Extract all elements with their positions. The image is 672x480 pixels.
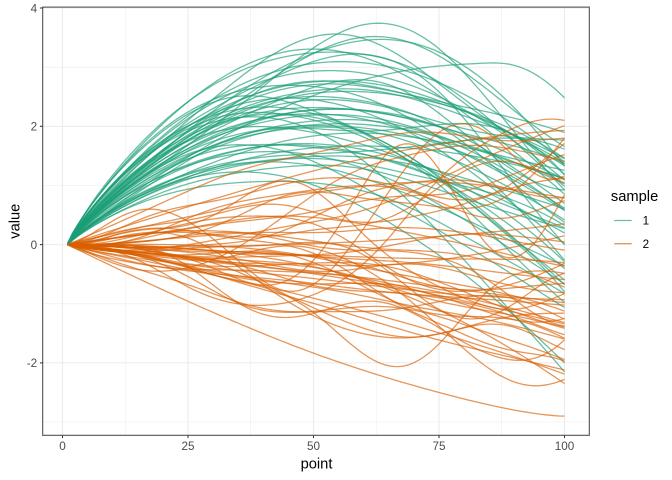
svg-text:0: 0: [59, 440, 66, 453]
svg-text:100: 100: [555, 440, 575, 453]
svg-text:value: value: [8, 204, 24, 239]
svg-text:sample: sample: [611, 189, 658, 205]
svg-text:1: 1: [643, 215, 650, 228]
svg-text:0: 0: [31, 239, 38, 252]
svg-text:25: 25: [181, 440, 195, 453]
svg-text:4: 4: [31, 2, 38, 15]
svg-text:50: 50: [307, 440, 321, 453]
svg-text:2: 2: [31, 121, 38, 134]
svg-text:-2: -2: [27, 357, 37, 370]
svg-text:75: 75: [432, 440, 446, 453]
svg-text:2: 2: [643, 238, 650, 251]
svg-text:point: point: [301, 456, 333, 472]
